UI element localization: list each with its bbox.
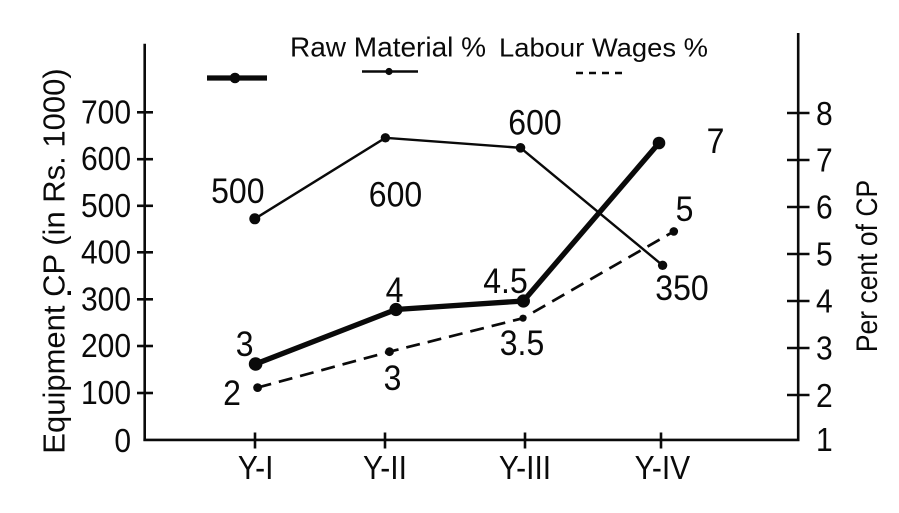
svg-text:700: 700 bbox=[81, 93, 131, 131]
svg-text:100: 100 bbox=[81, 374, 131, 412]
svg-text:Equipment CP (in Rs. 1000): Equipment CP (in Rs. 1000) bbox=[37, 68, 72, 453]
svg-text:4.5: 4.5 bbox=[483, 263, 527, 302]
svg-text:600: 600 bbox=[508, 104, 561, 143]
svg-text:Per cent of CP: Per cent of CP bbox=[851, 180, 884, 352]
svg-text:6: 6 bbox=[816, 188, 833, 226]
svg-text:2: 2 bbox=[223, 375, 241, 414]
svg-text:500: 500 bbox=[81, 186, 131, 224]
svg-text:7: 7 bbox=[816, 141, 833, 179]
svg-text:3: 3 bbox=[816, 329, 833, 367]
svg-text:0: 0 bbox=[114, 422, 131, 460]
svg-text:3: 3 bbox=[236, 326, 254, 365]
svg-text:Y-III: Y-III bbox=[499, 449, 551, 487]
svg-text:3: 3 bbox=[384, 360, 402, 399]
svg-text:350: 350 bbox=[655, 270, 708, 309]
svg-text:Labour Wages %: Labour Wages % bbox=[499, 33, 708, 63]
svg-text:8: 8 bbox=[816, 94, 833, 132]
svg-text:3.5: 3.5 bbox=[500, 325, 544, 364]
svg-text:4: 4 bbox=[386, 272, 404, 311]
svg-text:Y-IV: Y-IV bbox=[635, 449, 691, 487]
svg-text:600: 600 bbox=[81, 140, 131, 178]
svg-text:600: 600 bbox=[369, 176, 422, 215]
svg-text:300: 300 bbox=[81, 280, 131, 318]
svg-text:Y-II: Y-II bbox=[363, 449, 407, 487]
svg-text:400: 400 bbox=[81, 233, 131, 271]
svg-text:500: 500 bbox=[211, 173, 264, 212]
svg-text:2: 2 bbox=[816, 376, 833, 414]
svg-text:4: 4 bbox=[816, 282, 833, 320]
svg-text:Y-I: Y-I bbox=[238, 449, 274, 487]
svg-text:7: 7 bbox=[707, 123, 725, 162]
svg-text:1: 1 bbox=[816, 421, 833, 459]
svg-text:5: 5 bbox=[816, 235, 833, 273]
svg-text:5: 5 bbox=[676, 191, 694, 230]
svg-text:200: 200 bbox=[81, 327, 131, 365]
svg-text:Raw Material %: Raw Material % bbox=[290, 32, 486, 63]
